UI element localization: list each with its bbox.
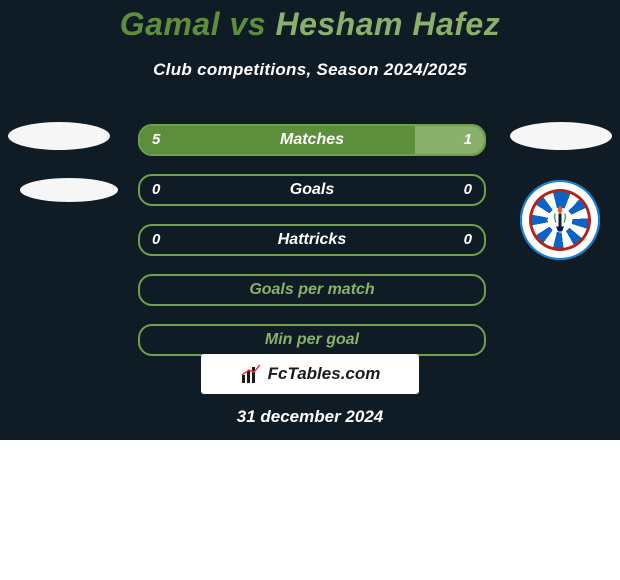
player2-photo-placeholder: [510, 122, 612, 150]
stat-row-goals: 0 0Goals: [138, 174, 486, 206]
row-label: Hattricks: [140, 226, 484, 254]
value-left: 0: [152, 226, 160, 254]
value-right: 0: [464, 226, 472, 254]
fill-right: [415, 126, 484, 154]
bars-icon: [240, 363, 262, 385]
subtitle: Club competitions, Season 2024/2025: [0, 60, 620, 80]
player2-club-crest: [520, 180, 600, 260]
torch-icon: [551, 204, 569, 234]
player1-club-placeholder: [20, 178, 118, 202]
stat-row-min-per-goal: Min per goal: [138, 324, 486, 356]
stat-row-matches: 51Matches: [138, 124, 486, 156]
player1-photo-placeholder: [8, 122, 110, 150]
player1-name: Gamal: [120, 6, 220, 42]
stat-row-goals-per-match: Goals per match: [138, 274, 486, 306]
value-left: 0: [152, 176, 160, 204]
page-title: Gamal vs Hesham Hafez: [0, 6, 620, 43]
stat-row-hattricks: 0 0Hattricks: [138, 224, 486, 256]
player2-name: Hesham Hafez: [275, 6, 500, 42]
date: 31 december 2024: [0, 407, 620, 427]
watermark: FcTables.com: [201, 354, 419, 394]
vs-label: vs: [229, 6, 266, 42]
watermark-text: FcTables.com: [268, 364, 381, 384]
value-right: 0: [464, 176, 472, 204]
value-right: 1: [464, 126, 472, 154]
row-label: Goals: [140, 176, 484, 204]
stat-rows: 51Matches00Goals00HattricksGoals per mat…: [138, 124, 482, 374]
crest-pattern: [529, 189, 591, 251]
value-left: 5: [152, 126, 160, 154]
stage: Gamal vs Hesham Hafez Club competitions,…: [0, 0, 620, 580]
fill-left: [140, 126, 415, 154]
